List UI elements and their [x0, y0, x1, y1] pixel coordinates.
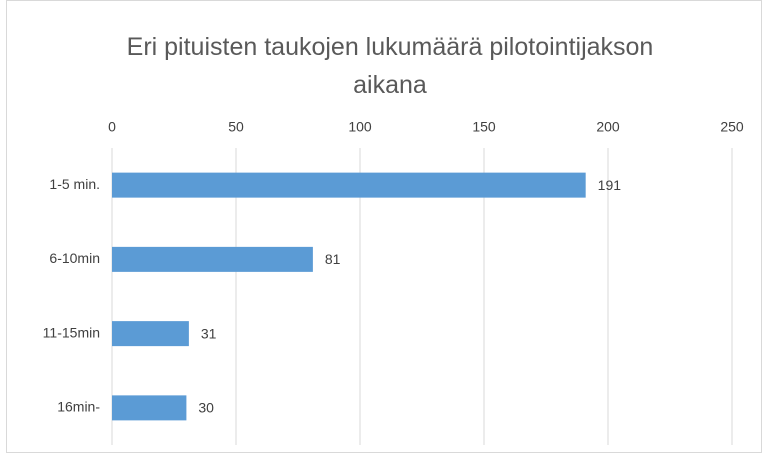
bar: [112, 172, 586, 198]
x-tick-label: 200: [596, 119, 620, 135]
value-label: 81: [325, 251, 341, 267]
x-tick-label: 150: [472, 119, 496, 135]
x-tick-label: 50: [228, 119, 244, 135]
value-label: 30: [198, 400, 214, 416]
value-label: 191: [598, 177, 622, 193]
x-tick-label: 0: [108, 119, 116, 135]
y-tick-label: 6-10min: [49, 250, 100, 266]
x-tick-label: 250: [720, 119, 744, 135]
x-tick-label: 100: [348, 119, 372, 135]
chart-title: Eri pituisten taukojen lukumäärä pilotoi…: [126, 33, 654, 99]
bar: [112, 395, 187, 421]
y-tick-label: 11-15min: [43, 324, 100, 340]
value-label: 31: [201, 325, 217, 341]
bar: [112, 321, 189, 347]
y-tick-label: 1-5 min.: [49, 176, 100, 192]
y-tick-label: 16min-: [57, 399, 100, 415]
bar: [112, 246, 313, 272]
